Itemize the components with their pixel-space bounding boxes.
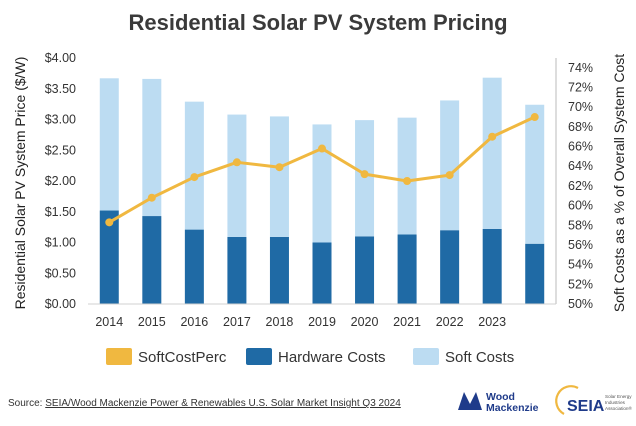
line-layer — [105, 113, 539, 227]
soft-cost-percentage-point — [445, 171, 454, 180]
seia-tagline-2: Industries — [605, 400, 626, 405]
seia-logo: SEIA Solar Energy Industries Association… — [555, 385, 632, 415]
legend-swatch — [106, 348, 132, 365]
soft-cost-percentage-point — [147, 193, 156, 202]
y2-tick-label: 66% — [568, 140, 593, 154]
seia-wordmark: SEIA — [567, 398, 605, 415]
y2-axis-ticks: 50% 52% 54% 56% 58% 60% 62% 64% 66% 68% 70% 72% 74% — [568, 61, 593, 311]
soft-cost-bar — [99, 78, 119, 211]
y2-axis-title: Soft Costs as a % of Overall System Cost — [611, 54, 627, 312]
y2-tick-label: 74% — [568, 61, 593, 75]
soft-cost-percentage-point — [360, 170, 369, 179]
hardware-cost-bar — [99, 210, 119, 304]
legend-swatch — [413, 348, 439, 365]
y-tick-label: $0.50 — [45, 266, 76, 280]
soft-cost-percentage-point — [190, 173, 199, 182]
soft-cost-bar — [397, 117, 417, 235]
wood-mackenzie-mark-icon — [458, 392, 482, 410]
y-tick-label: $0.00 — [45, 297, 76, 311]
y2-tick-label: 64% — [568, 159, 593, 173]
soft-cost-bar — [142, 78, 162, 217]
y2-tick-label: 70% — [568, 100, 593, 114]
legend-swatch — [246, 348, 272, 365]
y2-tick-label: 72% — [568, 81, 593, 95]
soft-cost-percentage-point — [105, 218, 114, 227]
svg-text:Source: SEIA/Wood Mackenzie Po: Source: SEIA/Wood Mackenzie Power & Rene… — [8, 398, 401, 409]
hardware-cost-bar — [397, 234, 417, 304]
x-axis-ticks: 2014 2015 2016 2017 2018 2019 2020 2021 2022 2023 — [95, 315, 506, 329]
hardware-cost-bar — [482, 228, 502, 304]
source-prefix: Source: — [8, 398, 45, 409]
y2-tick-label: 54% — [568, 258, 593, 272]
x-tick-label: 2014 — [95, 315, 123, 329]
y2-tick-label: 56% — [568, 238, 593, 252]
legend-label: SoftCostPerc — [138, 349, 227, 366]
soft-cost-bar — [482, 77, 502, 229]
y2-tick-label: 52% — [568, 277, 593, 291]
hardware-cost-bar — [227, 236, 247, 304]
soft-cost-percentage-point — [318, 144, 326, 153]
soft-cost-percentage-point — [403, 177, 412, 185]
soft-cost-bar — [355, 120, 375, 237]
source-link[interactable]: SEIA/Wood Mackenzie Power & Renewables U… — [45, 398, 401, 409]
soft-cost-percentage-point — [275, 163, 284, 172]
soft-cost-percentage-point — [530, 113, 539, 122]
legend-label: Hardware Costs — [278, 349, 386, 366]
y2-tick-label: 58% — [568, 218, 593, 232]
chart-title: Residential Solar PV System Pricing — [128, 10, 507, 35]
soft-cost-bar — [525, 104, 545, 244]
hardware-cost-bar — [525, 243, 545, 304]
soft-cost-bar — [269, 116, 289, 237]
bars-layer — [99, 77, 545, 304]
x-tick-label: 2021 — [393, 315, 421, 329]
legend-label: Soft Costs — [445, 349, 514, 366]
x-tick-label: 2019 — [308, 315, 336, 329]
soft-cost-bar — [312, 124, 332, 243]
hardware-cost-bar — [142, 216, 162, 304]
soft-cost-bar — [227, 114, 247, 237]
seia-tagline-1: Solar Energy — [605, 394, 632, 399]
hardware-cost-bar — [184, 229, 204, 304]
source-note: Source: SEIA/Wood Mackenzie Power & Rene… — [8, 398, 401, 409]
x-tick-label: 2022 — [436, 315, 464, 329]
y2-tick-label: 60% — [568, 199, 593, 213]
y-tick-label: $4.00 — [45, 51, 76, 65]
legend: SoftCostPerc Hardware Costs Soft Costs — [106, 348, 514, 366]
hardware-cost-bar — [440, 230, 460, 304]
y-axis-ticks: $0.00 $0.50 $1.00 $1.50 $2.00 $2.50 $3.00 $3.50… — [45, 51, 76, 311]
seia-sun-arc-icon — [555, 385, 579, 415]
y2-tick-label: 50% — [568, 297, 593, 311]
soft-cost-bar — [440, 100, 460, 231]
wood-mackenzie-word-2: Mackenzie — [486, 402, 539, 414]
x-tick-label: 2015 — [138, 315, 166, 329]
y-axis-title: Residential Solar PV System Price ($/W) — [12, 57, 28, 310]
soft-cost-percentage-point — [488, 132, 497, 141]
hardware-cost-bar — [355, 236, 375, 304]
y2-tick-label: 62% — [568, 179, 593, 193]
seia-tagline-3: Association® — [605, 405, 632, 411]
hardware-cost-bar — [312, 242, 332, 304]
y-tick-label: $1.00 — [45, 236, 76, 250]
wood-mackenzie-word-1: Wood — [486, 391, 515, 403]
x-tick-label: 2023 — [478, 315, 506, 329]
y-tick-label: $1.50 — [45, 205, 76, 219]
soft-cost-bar — [184, 101, 204, 230]
y-tick-label: $2.50 — [45, 143, 76, 157]
y2-tick-label: 68% — [568, 120, 593, 134]
x-tick-label: 2017 — [223, 315, 251, 329]
hardware-cost-bar — [269, 236, 289, 304]
x-tick-label: 2020 — [351, 315, 379, 329]
soft-cost-percentage-point — [232, 158, 241, 167]
y-tick-label: $3.50 — [45, 82, 76, 96]
y-tick-label: $3.00 — [45, 113, 76, 127]
x-tick-label: 2018 — [266, 315, 294, 329]
y-tick-label: $2.00 — [45, 174, 76, 188]
wood-mackenzie-logo: Wood Mackenzie — [458, 391, 539, 414]
x-tick-label: 2016 — [180, 315, 208, 329]
